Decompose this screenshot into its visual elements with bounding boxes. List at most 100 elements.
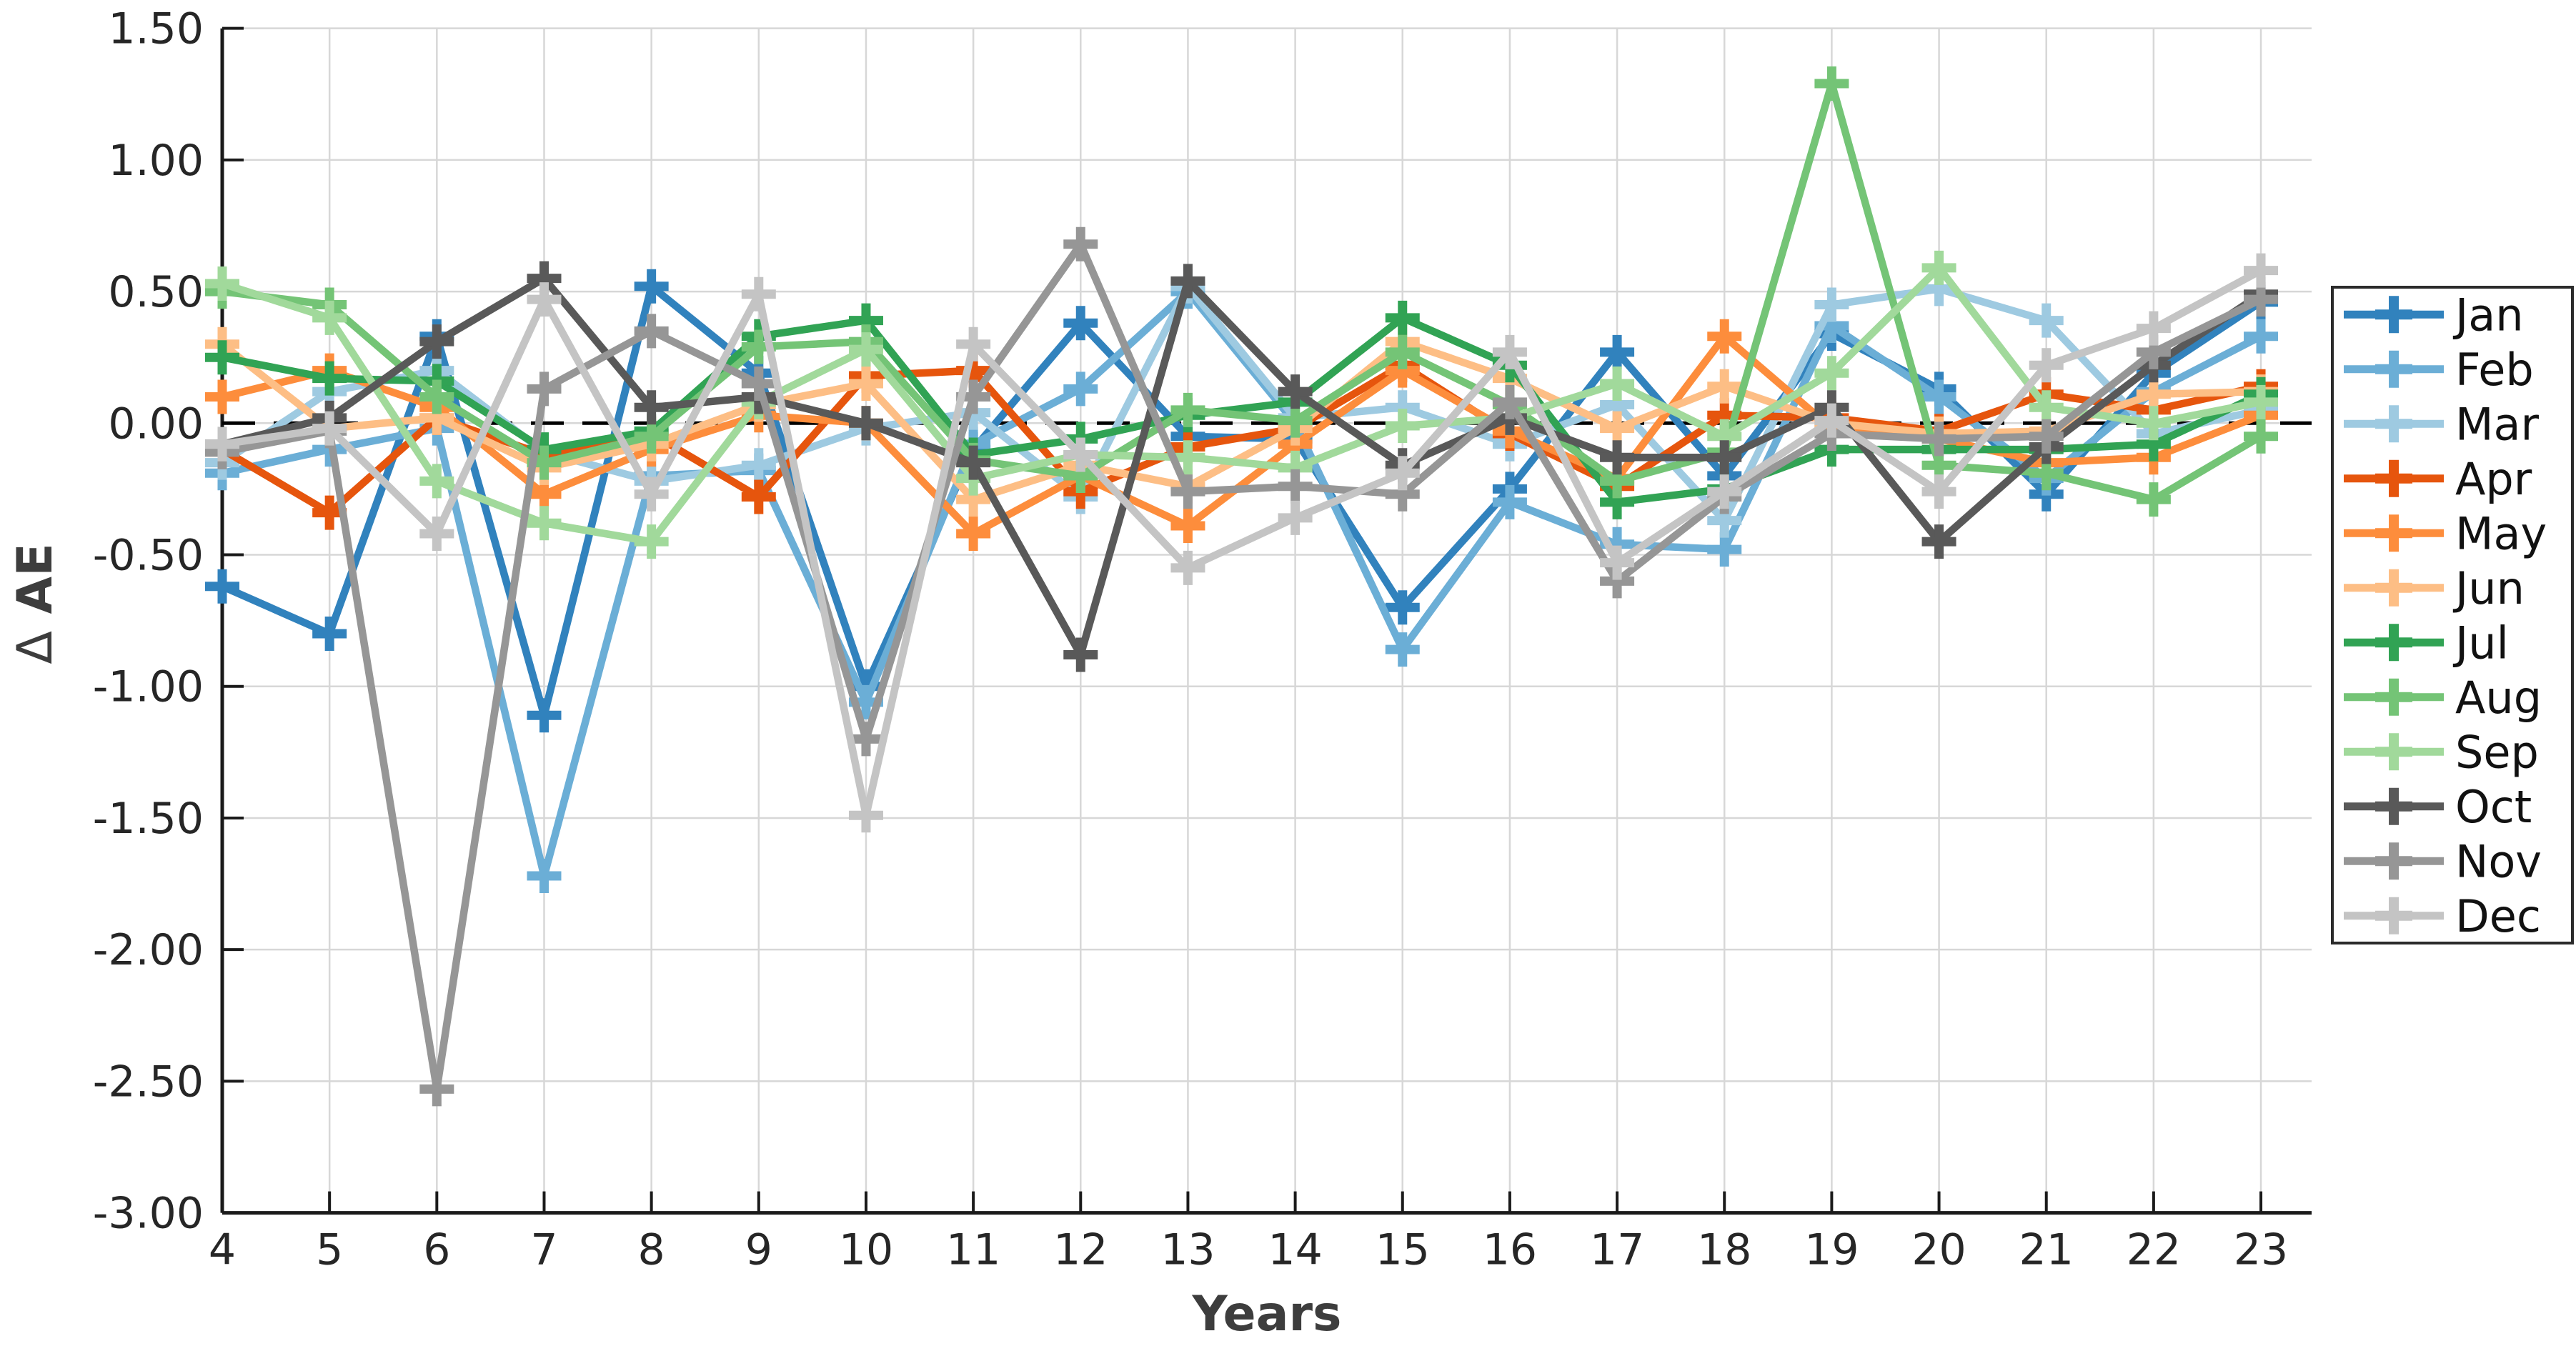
marker-Sep-5 [312, 300, 347, 335]
legend-box [2331, 286, 2574, 944]
legend-swatch-marker [2375, 514, 2412, 552]
x-tick-label: 8 [638, 1225, 665, 1275]
legend-swatch-marker [2375, 350, 2412, 388]
y-tick-label: 0.00 [108, 399, 204, 449]
legend-swatch-marker [2375, 678, 2412, 716]
legend-swatch-marker [2375, 459, 2412, 497]
marker-Feb-16 [1492, 484, 1527, 519]
legend-item-nov: Nov [2344, 835, 2542, 887]
series-layer [205, 66, 2279, 1107]
x-tick-label: 18 [1697, 1225, 1751, 1275]
marker-Dec-5 [312, 411, 347, 446]
x-tick-label: 11 [946, 1225, 1000, 1275]
marker-Dec-18 [1707, 474, 1742, 509]
legend-item-apr: Apr [2344, 453, 2532, 505]
y-tick-label: -1.50 [93, 794, 204, 844]
series-line-Sep [221, 262, 2262, 546]
marker-Aug-19 [1814, 66, 1849, 101]
marker-Jan-17 [1600, 334, 1635, 369]
legend-swatch-marker [2375, 733, 2412, 771]
y-tick-label: 1.50 [108, 4, 204, 54]
marker-Jan-12 [1063, 306, 1098, 341]
marker-Jun-17 [1600, 411, 1635, 446]
marker-Sep-8 [634, 524, 669, 559]
marker-Aug-23 [2244, 419, 2279, 454]
marker-Dec-10 [848, 798, 883, 833]
marker-Sep-19 [1814, 356, 1849, 391]
marker-Nov-10 [848, 722, 883, 757]
marker-Dec-11 [956, 326, 991, 362]
marker-May-4 [205, 379, 239, 414]
y-axis-label-symbol: Δ [7, 631, 64, 664]
marker-Dec-19 [1814, 403, 1849, 438]
x-tick-label: 7 [530, 1225, 557, 1275]
marker-Feb-15 [1385, 632, 1420, 667]
series-line-Dec [222, 266, 2263, 817]
series-line-Oct [221, 273, 2263, 665]
x-tick-label: 23 [2234, 1225, 2288, 1275]
x-tick-label: 17 [1590, 1225, 1644, 1275]
marker-May-11 [956, 517, 991, 552]
marker-Oct-6 [419, 324, 454, 359]
marker-Sep-15 [1385, 408, 1420, 443]
marker-Dec-22 [2136, 311, 2171, 346]
x-tick-label: 22 [2127, 1225, 2181, 1275]
legend-label-jun: Jun [2452, 562, 2525, 614]
x-tick-label: 5 [316, 1225, 343, 1275]
marker-Dec-12 [1063, 437, 1098, 472]
marker-Dec-6 [419, 517, 454, 552]
legend-swatch-marker [2375, 624, 2412, 662]
marker-Nov-8 [634, 314, 669, 349]
legend-item-jul: Jul [2344, 617, 2509, 669]
marker-Nov-21 [2029, 419, 2064, 454]
marker-Jul-5 [312, 361, 347, 396]
x-tick-label: 6 [423, 1225, 450, 1275]
marker-Nov-16 [1492, 384, 1527, 419]
series-Dec [205, 253, 2279, 833]
marker-Aug-13 [1170, 392, 1205, 427]
legend-item-may: May [2344, 507, 2547, 559]
marker-Aug-8 [634, 419, 669, 454]
series-line-Jul [221, 313, 2263, 507]
marker-Nov-14 [1278, 469, 1313, 504]
marker-Aug-14 [1278, 403, 1313, 438]
grid-layer [221, 27, 2312, 1214]
marker-Dec-20 [1921, 474, 1956, 509]
x-tick-label: 13 [1160, 1225, 1215, 1275]
marker-Sep-10 [848, 332, 883, 367]
marker-Dec-21 [2029, 348, 2064, 383]
legend-swatch-marker [2375, 897, 2412, 934]
legend-item-oct: Oct [2344, 781, 2532, 833]
series-line-Jun [219, 337, 2262, 504]
marker-Dec-15 [1385, 456, 1420, 491]
marker-Mar-21 [2029, 303, 2064, 338]
legend-swatch-marker [2375, 405, 2412, 443]
marker-Dec-7 [527, 282, 562, 317]
legend-label-sep: Sep [2455, 726, 2539, 778]
marker-Feb-23 [2244, 319, 2279, 354]
legend-label-aug: Aug [2455, 672, 2542, 724]
x-tick-label: 9 [745, 1225, 772, 1275]
legend-label-feb: Feb [2455, 344, 2534, 396]
marker-Oct-14 [1278, 374, 1313, 409]
marker-Nov-6 [419, 1072, 454, 1107]
marker-Oct-12 [1063, 637, 1098, 672]
legend-item-jan: Jan [2344, 289, 2524, 341]
y-tick-label: -2.50 [93, 1057, 204, 1107]
legend-item-sep: Sep [2344, 726, 2539, 778]
marker-May-13 [1170, 508, 1205, 543]
marker-Jun-22 [2136, 377, 2171, 412]
series-line-Aug [222, 69, 2263, 504]
marker-Jan-8 [634, 269, 669, 304]
legend-item-feb: Feb [2344, 344, 2534, 396]
legend-label-jan: Jan [2452, 289, 2524, 341]
marker-Oct-10 [848, 406, 883, 441]
marker-Apr-9 [741, 479, 776, 514]
series-line-Feb [221, 286, 2263, 877]
marker-Sep-21 [2029, 390, 2064, 425]
y-tick-label: -0.50 [93, 531, 204, 581]
marker-Oct-20 [1921, 524, 1956, 559]
marker-Dec-8 [634, 477, 669, 512]
x-tick-label: 19 [1804, 1225, 1859, 1275]
